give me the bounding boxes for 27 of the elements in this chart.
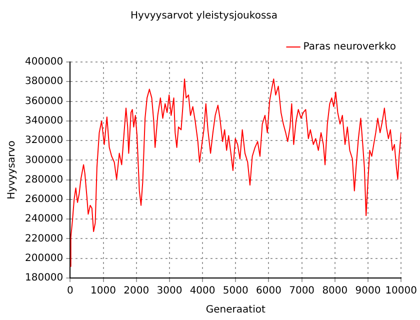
chart-title: Hyvyysarvot yleistysjoukossa [130,10,278,22]
y-tick-label: 240000 [24,214,64,225]
x-axis-title: Generaatiot [206,304,266,316]
x-tick-label: 1000 [90,286,116,297]
y-tick-label: 180000 [24,272,64,284]
x-tick-label: 2000 [124,286,150,297]
y-tick-label: 380000 [24,76,64,88]
x-tick-label: 0 [66,286,74,297]
y-axis-title: Hyvyysarvo [6,140,18,200]
x-tick-label: 9000 [355,286,381,297]
y-tick-label: 340000 [24,116,64,127]
x-tick-label: 4000 [190,286,216,297]
y-tick-label: 260000 [24,194,64,206]
x-tick-label: 3000 [156,286,182,297]
y-tick-label: 320000 [24,135,64,146]
y-tick-label: 400000 [24,56,64,68]
x-tick-label: 6000 [256,286,282,297]
legend-label: Paras neuroverkko [303,42,396,53]
y-tick-label: 200000 [24,252,64,264]
y-tick-label: 220000 [24,233,64,244]
y-tick-label: 360000 [24,96,64,107]
x-tick-label: 10000 [385,286,417,297]
x-tick-label: 5000 [222,286,248,297]
y-tick-label: 280000 [24,174,64,186]
x-tick-label: 7000 [289,286,315,297]
y-tick-label: 300000 [24,154,64,166]
x-tick-label: 8000 [322,286,348,297]
